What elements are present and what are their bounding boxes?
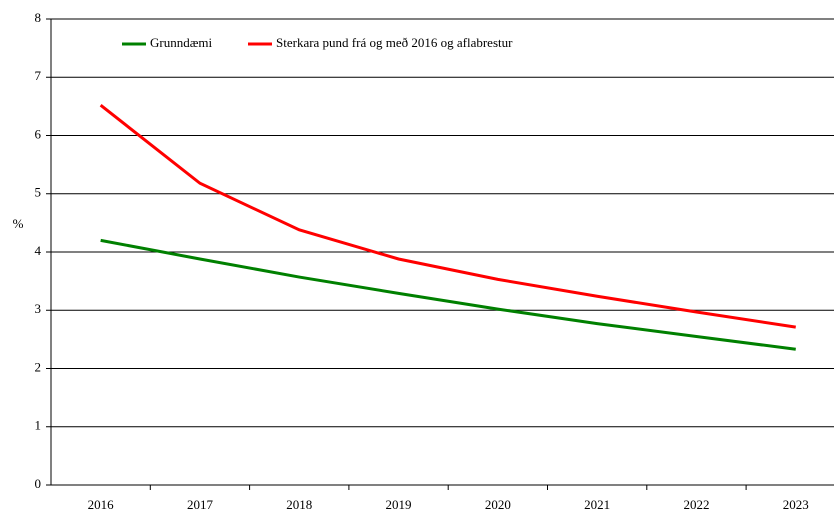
x-tick-label: 2022: [683, 497, 709, 512]
series-line: [100, 238, 796, 351]
y-tick-label: 6: [35, 126, 42, 141]
y-tick-label: 3: [35, 301, 42, 316]
x-tick-label: 2020: [485, 497, 511, 512]
x-tick-label: 2017: [187, 497, 214, 512]
x-tick-label: 2023: [783, 497, 809, 512]
y-tick-label: 4: [35, 243, 42, 258]
x-tick-label: 2019: [386, 497, 412, 512]
legend-label: Sterkara pund frá og með 2016 og aflabre…: [276, 35, 513, 50]
legend-label: Grunndæmi: [150, 35, 213, 50]
y-tick-label: 1: [35, 418, 42, 433]
y-tick-label: 5: [35, 185, 42, 200]
y-tick-label: 2: [35, 359, 42, 374]
x-tick-label: 2016: [88, 497, 115, 512]
y-axis-label: %: [13, 216, 24, 231]
y-tick-label: 0: [35, 476, 42, 491]
x-tick-label: 2021: [584, 497, 610, 512]
x-tick-label: 2018: [286, 497, 312, 512]
series-line: [99, 104, 796, 329]
y-tick-label: 7: [35, 68, 42, 83]
y-tick-label: 8: [35, 10, 42, 25]
